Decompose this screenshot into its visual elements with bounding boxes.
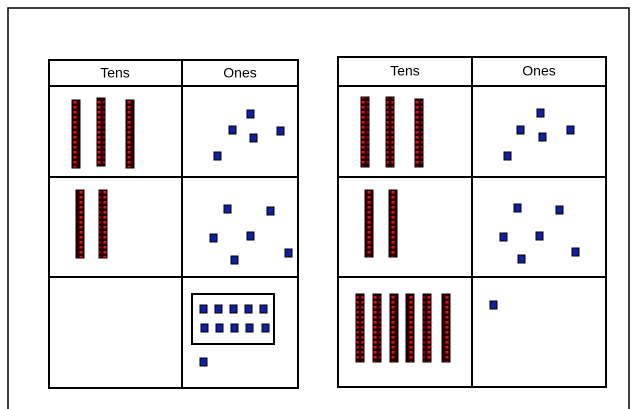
one-cube [230, 255, 239, 265]
one-cube [246, 231, 255, 241]
one-cube [489, 300, 498, 310]
one-cube [245, 323, 254, 333]
one-cube [571, 247, 580, 257]
one-cube [266, 206, 275, 216]
ten-rod [385, 96, 395, 168]
ten-rod [125, 99, 135, 169]
ten-rod [364, 189, 374, 258]
one-cube [566, 125, 575, 135]
ten-rod [441, 293, 451, 363]
one-cube [516, 125, 525, 135]
one-cube [246, 109, 255, 119]
one-cube [199, 357, 208, 367]
frame [7, 7, 630, 409]
one-cube [538, 132, 547, 142]
ten-rod [422, 293, 432, 363]
table-2 [337, 56, 607, 388]
ten-rod [96, 97, 106, 167]
ten-rod [414, 98, 424, 168]
ten-rod [388, 189, 398, 258]
one-cube [499, 232, 508, 242]
one-cube [517, 254, 526, 264]
one-cube [229, 304, 238, 314]
one-cube [276, 126, 285, 136]
one-cube [215, 323, 224, 333]
one-cube [213, 151, 222, 161]
one-cube [214, 304, 223, 314]
one-cube [209, 233, 218, 243]
one-cube [228, 125, 237, 135]
one-cube [244, 304, 253, 314]
one-cube [200, 323, 209, 333]
ten-rod [355, 293, 365, 363]
ten-rod [360, 96, 370, 168]
ten-rod [71, 99, 81, 169]
one-cube [230, 323, 239, 333]
ten-rod [405, 293, 415, 363]
one-cube [199, 304, 208, 314]
one-cube [535, 231, 544, 241]
ten-rod [372, 293, 382, 363]
header-ones: Ones [223, 65, 256, 81]
one-cube [536, 108, 545, 118]
one-cube [555, 205, 564, 215]
ten-rod [389, 293, 399, 363]
ten-rod [75, 189, 85, 259]
ten-rod [98, 189, 108, 259]
one-cube [249, 133, 258, 143]
one-cube [261, 323, 270, 333]
table-1 [48, 59, 299, 389]
one-cube [284, 248, 293, 258]
blocks [71, 96, 580, 367]
header-tens: Tens [390, 63, 420, 79]
one-cube [259, 304, 268, 314]
one-cube [513, 203, 522, 213]
one-cube [503, 151, 512, 161]
group-of-ten [191, 293, 275, 345]
header-tens: Tens [100, 65, 130, 81]
header-ones: Ones [522, 63, 555, 79]
one-cube [223, 204, 232, 214]
